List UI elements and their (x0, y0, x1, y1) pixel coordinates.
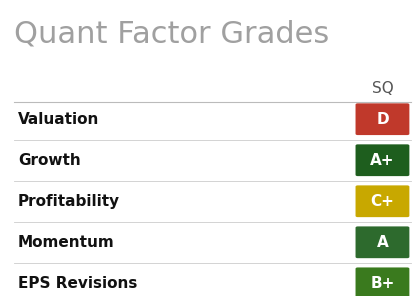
FancyBboxPatch shape (356, 226, 409, 258)
Text: B+: B+ (370, 276, 395, 291)
FancyBboxPatch shape (356, 268, 409, 296)
Text: C+: C+ (370, 194, 395, 209)
Text: EPS Revisions: EPS Revisions (18, 276, 138, 291)
Text: Valuation: Valuation (18, 112, 99, 127)
Text: D: D (376, 112, 389, 127)
Text: A+: A+ (370, 153, 395, 168)
Text: Growth: Growth (18, 153, 81, 168)
Text: Momentum: Momentum (18, 235, 115, 250)
FancyBboxPatch shape (356, 103, 409, 135)
FancyBboxPatch shape (356, 185, 409, 217)
Text: Quant Factor Grades: Quant Factor Grades (14, 20, 329, 49)
Text: SQ: SQ (372, 81, 393, 96)
Text: A: A (377, 235, 388, 250)
Text: Profitability: Profitability (18, 194, 120, 209)
FancyBboxPatch shape (356, 144, 409, 176)
